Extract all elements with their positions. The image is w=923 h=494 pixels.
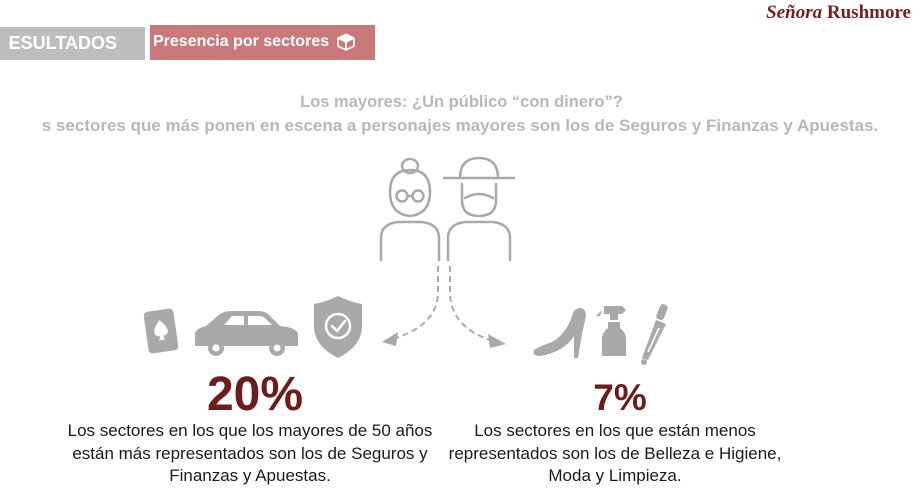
stat-high-description: Los sectores en los que los mayores de 5… [67, 421, 433, 485]
grandmother-icon [379, 157, 441, 262]
stat-high-percentage: 20% [206, 368, 304, 421]
dashed-arrow-left [395, 266, 439, 339]
stat-low-percentage: 7% [593, 377, 647, 418]
arrowhead-right [488, 334, 506, 348]
tab-results[interactable]: ESULTADOS [0, 27, 145, 60]
sector-icons-low [533, 303, 668, 365]
tab-sectors-label: Presencia por sectores [153, 33, 330, 50]
split-arrows-illustration [382, 266, 506, 348]
spray-bottle-icon [596, 306, 626, 356]
box-icon [336, 32, 356, 57]
stat-low-description: Los sectores en los que están menos repr… [448, 421, 782, 485]
tab-presence-by-sector[interactable]: Presencia por sectores [150, 25, 375, 60]
grandfather-icon [442, 156, 516, 262]
shield-check-icon [314, 296, 362, 358]
tab-results-label: ESULTADOS [8, 33, 117, 53]
elderly-couple-illustration [379, 156, 516, 262]
brand-name-part1: Señora [766, 2, 823, 23]
sector-icons-high [143, 296, 362, 358]
razor-icon [641, 303, 668, 365]
arrowhead-left [382, 332, 398, 346]
brand-name-part2: Rushmore [822, 2, 911, 23]
car-icon [195, 311, 298, 356]
section-subtitle: s sectores que más ponen en escena a per… [41, 116, 879, 135]
section-title: Los mayores: ¿Un público “con dinero”? [300, 93, 623, 111]
playing-card-icon [143, 308, 179, 354]
brand-logo: Señora Rushmore [766, 2, 911, 24]
dashed-arrow-right [449, 266, 491, 341]
high-heel-shoe-icon [533, 308, 586, 358]
